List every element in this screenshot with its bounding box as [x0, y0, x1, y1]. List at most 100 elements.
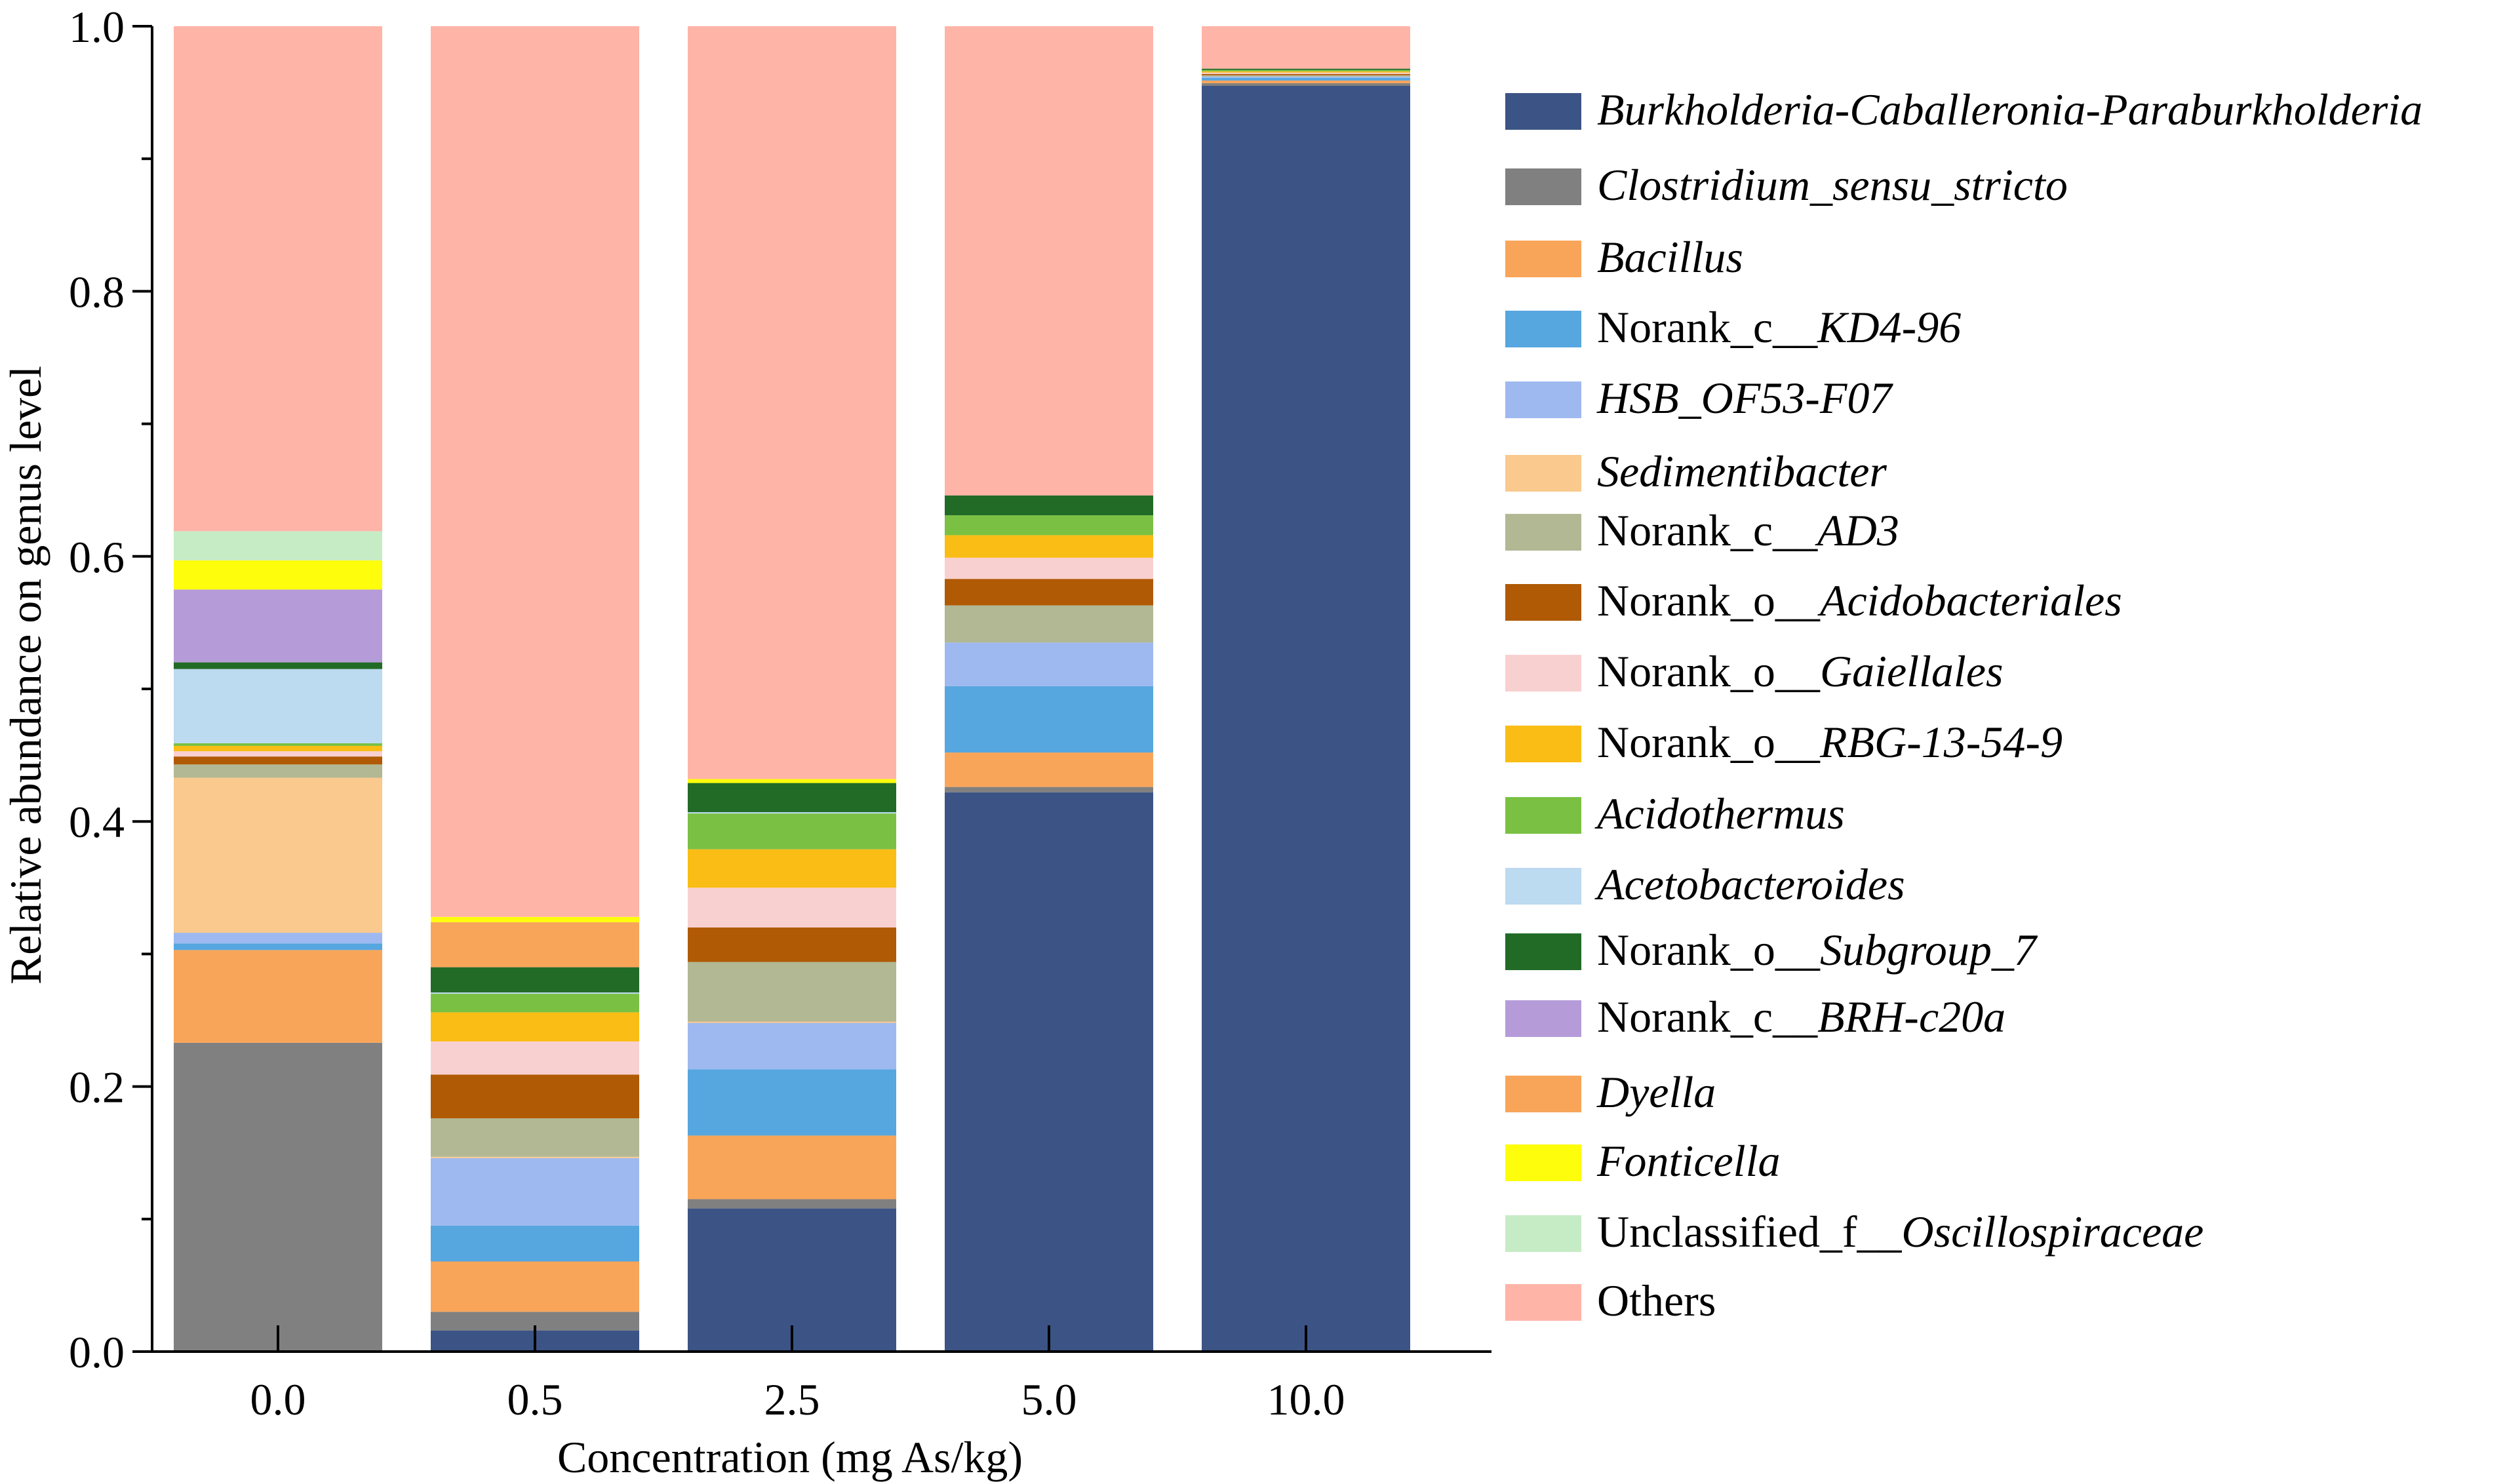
- y-tick-label: 1.0: [69, 2, 125, 52]
- bar-segment: [945, 752, 1153, 787]
- legend-label: Norank_o__Acidobacteriales: [1597, 576, 2122, 625]
- bar-segment: [688, 812, 896, 814]
- bar-segment: [174, 1042, 382, 1352]
- bar-segment: [174, 560, 382, 590]
- legend-item: Norank_o__Acidobacteriales: [1505, 576, 2122, 625]
- bar-segment: [431, 1156, 639, 1158]
- bar-segment: [174, 589, 382, 663]
- legend-label: Sedimentibacter: [1597, 446, 1887, 496]
- y-axis-title: Relative abundance on genus level: [1, 366, 50, 985]
- x-tick-label: 0.5: [507, 1375, 563, 1424]
- x-axis-ticks: 0.0 0.5 2.5 5.0 10.0: [250, 1325, 1345, 1424]
- bar-segment: [688, 849, 896, 888]
- legend-label: Fonticella: [1596, 1136, 1780, 1186]
- legend-item: Unclassified_f__Oscillospiraceae: [1505, 1207, 2203, 1257]
- bar-segment: [174, 531, 382, 560]
- legend-swatch: [1505, 514, 1581, 551]
- bar-stack-2.5: [688, 26, 896, 1352]
- legend-item: Acetobacteroides: [1505, 859, 1905, 909]
- legend-swatch: [1505, 168, 1581, 205]
- legend-swatch: [1505, 868, 1581, 905]
- bar-segment: [431, 1158, 639, 1226]
- bar-segment: [431, 994, 639, 1013]
- legend-item: Norank_c__AD3: [1505, 505, 1899, 555]
- legend-label: Bacillus: [1597, 232, 1743, 282]
- bar-segment: [431, 1041, 639, 1075]
- legend-item: Norank_o__RBG-13-54-9: [1505, 717, 2063, 767]
- legend-label: Norank_c__KD4-96: [1597, 302, 1961, 352]
- x-tick-label: 10.0: [1267, 1375, 1345, 1424]
- legend-label: Norank_o__Gaiellales: [1597, 646, 2003, 696]
- legend-item: Acidothermus: [1505, 789, 1845, 838]
- bar-segment: [431, 1074, 639, 1119]
- bar-segment: [431, 1012, 639, 1042]
- bar-segment: [431, 1261, 639, 1312]
- bar-segment: [431, 916, 639, 922]
- legend-item: Norank_c__KD4-96: [1505, 302, 1961, 352]
- bar-segment: [945, 535, 1153, 558]
- legend-swatch: [1505, 1144, 1581, 1181]
- bar-segment: [945, 686, 1153, 753]
- y-tick-label: 0.4: [69, 797, 125, 847]
- bar-segment: [431, 992, 639, 994]
- bar-segment: [174, 764, 382, 778]
- x-tick-label: 2.5: [764, 1375, 820, 1424]
- legend-item: Sedimentibacter: [1505, 446, 1887, 496]
- y-tick-label: 0.0: [69, 1327, 125, 1377]
- legend-swatch: [1505, 1215, 1581, 1252]
- legend-item: Bacillus: [1505, 232, 1743, 282]
- bar-segment: [431, 967, 639, 993]
- legend-item: Norank_o__Gaiellales: [1505, 646, 2003, 696]
- legend-label: Burkholderia-Caballeronia-Paraburkholder…: [1597, 85, 2422, 134]
- bar-segment: [945, 557, 1153, 579]
- legend-label: Unclassified_f__Oscillospiraceae: [1597, 1207, 2203, 1257]
- legend-item: HSB_OF53-F07: [1505, 373, 1893, 423]
- y-axis-ticks: 0.0 0.2 0.4 0.6 0.8 1.0: [69, 2, 152, 1377]
- bar-segment: [431, 1118, 639, 1157]
- bar-segment: [945, 26, 1153, 496]
- bar-segment: [945, 787, 1153, 792]
- legend-swatch: [1505, 381, 1581, 418]
- x-tick-label: 5.0: [1021, 1375, 1077, 1424]
- bar-segment: [688, 779, 896, 783]
- y-tick-label: 0.8: [69, 267, 125, 317]
- bar-segment: [1202, 72, 1410, 74]
- legend-swatch: [1505, 1000, 1581, 1037]
- legend-label: HSB_OF53-F07: [1596, 373, 1893, 423]
- bar-segment: [688, 962, 896, 1022]
- legend-label: Acetobacteroides: [1594, 859, 1905, 909]
- bar-stack-5.0: [945, 26, 1153, 1352]
- bar-segment: [688, 783, 896, 813]
- bar-segment: [1202, 73, 1410, 75]
- bar-segment: [688, 1069, 896, 1136]
- legend: Burkholderia-Caballeronia-Paraburkholder…: [1505, 85, 2422, 1325]
- bar-segment: [688, 1135, 896, 1200]
- legend-item: Dyella: [1505, 1067, 1716, 1117]
- bar-stack-0.0: [174, 26, 382, 1352]
- legend-swatch: [1505, 241, 1581, 277]
- bar-segment: [174, 745, 382, 752]
- legend-label: Norank_c__BRH-c20a: [1597, 992, 2005, 1042]
- legend-item: Others: [1505, 1276, 1716, 1325]
- legend-label: Norank_o__Subgroup_7: [1597, 925, 2038, 975]
- legend-swatch: [1505, 311, 1581, 347]
- bar-segment: [1202, 76, 1410, 78]
- bar-segment: [1202, 77, 1410, 81]
- legend-swatch: [1505, 455, 1581, 492]
- bar-segment: [945, 495, 1153, 516]
- bar-segment: [174, 756, 382, 765]
- bar-segment: [1202, 69, 1410, 71]
- legend-swatch: [1505, 655, 1581, 692]
- bar-segment: [174, 751, 382, 757]
- bar-segment: [688, 813, 896, 849]
- bar-segment: [688, 888, 896, 928]
- legend-label: Dyella: [1596, 1067, 1716, 1117]
- bar-segment: [688, 927, 896, 962]
- legend-item: Norank_o__Subgroup_7: [1505, 925, 2038, 975]
- legend-swatch: [1505, 1284, 1581, 1321]
- x-axis-title: Concentration (mg As/kg): [557, 1432, 1023, 1482]
- legend-swatch: [1505, 584, 1581, 621]
- bar-segment: [1202, 71, 1410, 73]
- bar-stacks: [174, 26, 1410, 1352]
